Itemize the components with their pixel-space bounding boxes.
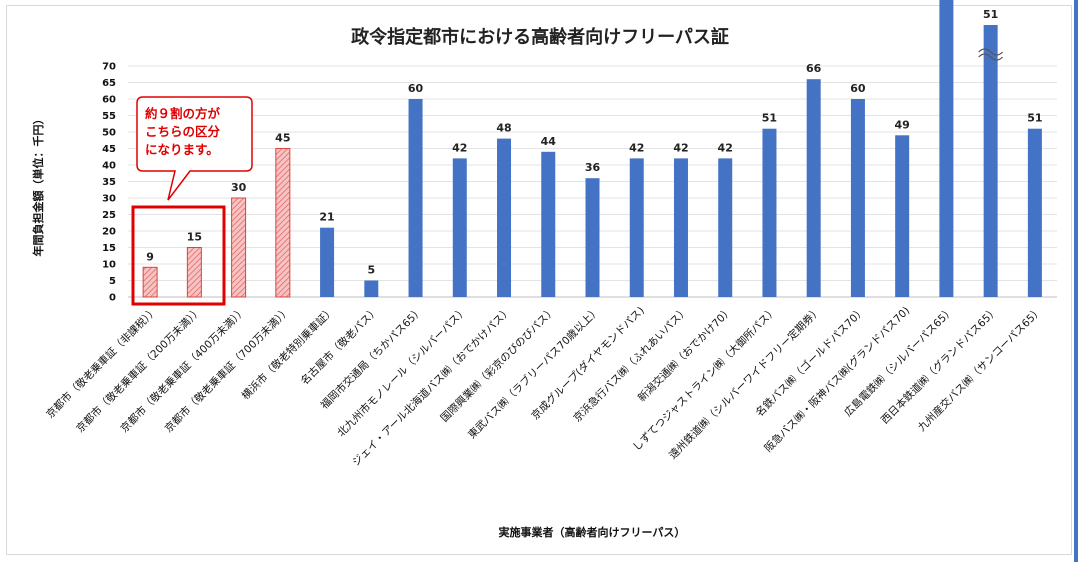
category-labels: 京都市（敬老乗車証（非課税））京都市（敬老乗車証（200万未満））京都市（敬老乗… bbox=[43, 304, 1045, 469]
bar bbox=[452, 158, 467, 297]
bar bbox=[231, 197, 247, 298]
y-tick-label: 0 bbox=[109, 293, 116, 304]
category-label: 遠州鉄道㈱（シルバーワイドフリー定期券） bbox=[666, 304, 824, 462]
axis-break-mark bbox=[978, 48, 1004, 56]
data-label: 66 bbox=[806, 62, 822, 75]
y-tick-label: 65 bbox=[102, 78, 116, 89]
data-label: 51 bbox=[1027, 112, 1042, 125]
bar bbox=[806, 79, 821, 297]
category-label: 名古屋市（敬老パス） bbox=[298, 304, 381, 387]
bar bbox=[762, 128, 777, 297]
data-label: 21 bbox=[319, 211, 334, 224]
callout-text-line: こちらの区分 bbox=[145, 124, 221, 139]
y-tick-label: 60 bbox=[102, 95, 116, 106]
y-tick-label: 30 bbox=[102, 194, 116, 205]
axis-break-mark bbox=[978, 53, 1004, 61]
window-edge-bar bbox=[1074, 0, 1078, 562]
data-label: 60 bbox=[408, 82, 424, 95]
callout-text-line: 約９割の方が bbox=[145, 106, 221, 121]
data-label: 60 bbox=[850, 82, 866, 95]
chart-title: 政令指定都市における高齢者向けフリーパス証 bbox=[351, 26, 729, 48]
y-axis-ticks: 0 5 10 15 20 25 30 35 40 45 50 55 60 65 70 bbox=[102, 62, 116, 304]
y-tick-label: 50 bbox=[102, 128, 116, 139]
data-label: 49 bbox=[895, 118, 910, 131]
data-label: 15 bbox=[187, 231, 202, 244]
callout-bubble bbox=[136, 96, 253, 201]
bar bbox=[629, 158, 644, 297]
bar bbox=[850, 99, 865, 297]
data-label: 42 bbox=[718, 141, 733, 154]
bar bbox=[497, 138, 512, 297]
bar bbox=[939, 0, 954, 298]
data-label: 45 bbox=[275, 132, 290, 145]
data-label: 42 bbox=[452, 141, 467, 154]
data-label: 42 bbox=[673, 141, 688, 154]
y-tick-label: 25 bbox=[102, 210, 116, 221]
bar bbox=[895, 135, 910, 297]
y-axis-title: 年間負担金額（単位：千円） bbox=[31, 114, 45, 257]
y-tick-label: 40 bbox=[102, 161, 116, 172]
bar bbox=[142, 266, 158, 298]
bar bbox=[186, 247, 202, 298]
data-label: 51 bbox=[762, 112, 777, 125]
bar bbox=[983, 25, 998, 297]
bar bbox=[275, 148, 291, 298]
bar bbox=[320, 227, 335, 297]
bar bbox=[1027, 128, 1042, 297]
data-label: 44 bbox=[541, 135, 557, 148]
data-label: 51 bbox=[983, 8, 998, 21]
data-label: 30 bbox=[231, 181, 247, 194]
data-label: 48 bbox=[496, 122, 511, 135]
data-label: 9 bbox=[146, 250, 154, 263]
y-tick-label: 45 bbox=[102, 144, 116, 155]
bar bbox=[718, 158, 733, 297]
bar bbox=[364, 280, 379, 297]
y-tick-label: 10 bbox=[102, 260, 116, 271]
highlight-box bbox=[131, 205, 226, 306]
data-labels: 9153045215604248443642424251666049114515… bbox=[146, 8, 1042, 277]
y-tick-label: 35 bbox=[102, 177, 116, 188]
bar bbox=[408, 99, 423, 297]
y-tick-label: 15 bbox=[102, 243, 116, 254]
y-tick-label: 55 bbox=[102, 111, 116, 122]
bar bbox=[541, 151, 556, 297]
data-label: 42 bbox=[629, 141, 644, 154]
data-label: 5 bbox=[367, 264, 375, 277]
y-tick-label: 5 bbox=[109, 276, 116, 287]
y-tick-label: 20 bbox=[102, 227, 116, 238]
x-axis-title: 実施事業者（高齢者向けフリーパス） bbox=[499, 525, 686, 539]
bar bbox=[673, 158, 688, 297]
y-tick-label: 70 bbox=[102, 62, 116, 73]
bars bbox=[142, 0, 1042, 298]
callout-text-line: になります。 bbox=[145, 142, 219, 157]
category-label: ジェイ・アール北海道バス㈱（おでかけパス） bbox=[349, 304, 514, 469]
data-label: 36 bbox=[585, 161, 601, 174]
bar bbox=[585, 178, 600, 297]
category-label: 横浜市（敬老特別乗車証） bbox=[239, 304, 337, 402]
